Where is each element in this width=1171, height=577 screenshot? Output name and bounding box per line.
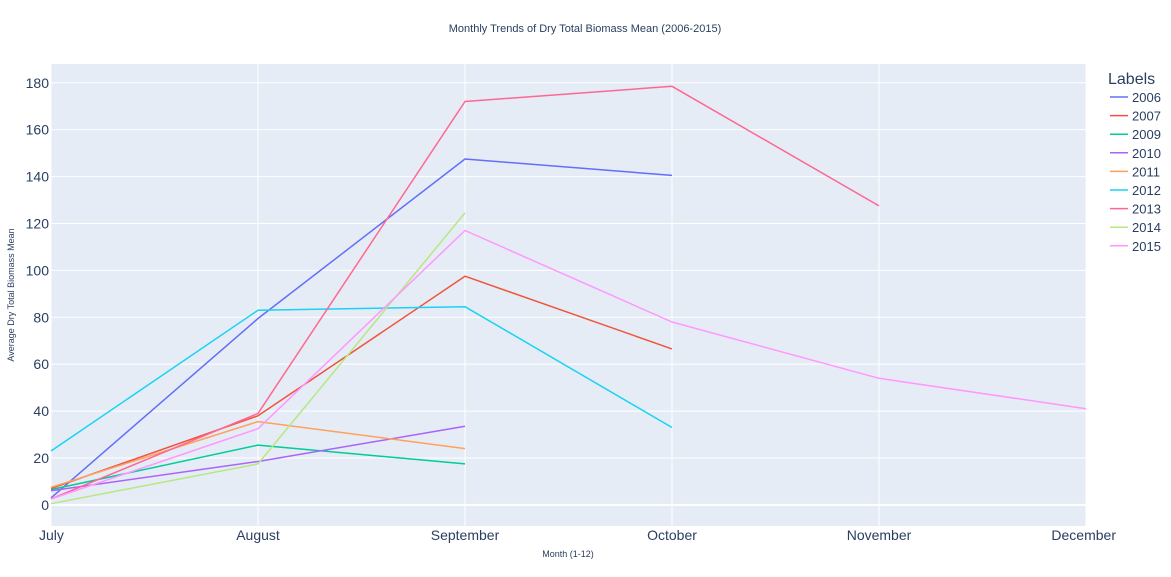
y-tick-label: 100 [26,262,50,278]
legend: Labels 200620072009201020112012201320142… [1108,71,1161,254]
y-axis-ticks: 0 20 40 60 80 100 120 140 160 180 [26,75,50,513]
x-tick-label: July [39,527,64,543]
series-line-2015 [50,229,1087,500]
y-tick-label: 140 [26,169,50,185]
legend-items: 2006 2007 2009 2010 2011 2012 2013 2014 2015 [1110,90,1161,254]
x-tick-label: August [236,527,280,543]
legend-label-2009: 2009 [1132,127,1161,142]
x-axis-title: Month (1-12) [542,549,594,559]
y-tick-label: 180 [26,75,50,91]
y-tick-label: 40 [33,403,49,419]
x-axis-ticks: July August September October November Decemb… [39,527,1116,543]
plot-area [51,64,1086,526]
series-line-2007 [50,275,673,490]
series-line-2013 [50,85,880,500]
legend-label-2007: 2007 [1132,109,1161,124]
y-tick-label: 160 [26,122,50,138]
series-line-2012 [50,305,673,452]
series-line-2010 [50,425,466,492]
legend-label-2010: 2010 [1132,146,1161,161]
legend-title: Labels [1108,71,1155,88]
x-tick-label: November [847,527,912,543]
series-line-2011 [50,420,466,489]
chart-title: Monthly Trends of Dry Total Biomass Mean… [449,23,721,35]
y-tick-label: 60 [33,356,49,372]
x-tick-label: September [431,527,500,543]
series-line-2006 [50,158,673,499]
y-tick-label: 0 [41,497,49,513]
y-tick-label: 120 [26,215,50,231]
y-tick-label: 20 [33,450,49,466]
legend-label-2012: 2012 [1132,183,1161,198]
legend-label-2013: 2013 [1132,202,1161,217]
x-tick-label: October [647,527,697,543]
series-line-2009 [50,444,466,491]
legend-label-2014: 2014 [1132,220,1161,235]
series-lines [50,85,1087,505]
legend-label-2015: 2015 [1132,239,1161,254]
grid-lines [50,64,1087,526]
legend-label-2006: 2006 [1132,90,1161,105]
legend-label-2011: 2011 [1132,164,1160,179]
x-tick-label: December [1051,527,1116,543]
y-axis-title: Average Dry Total Biomass Mean [6,228,16,361]
y-tick-label: 80 [33,309,49,325]
